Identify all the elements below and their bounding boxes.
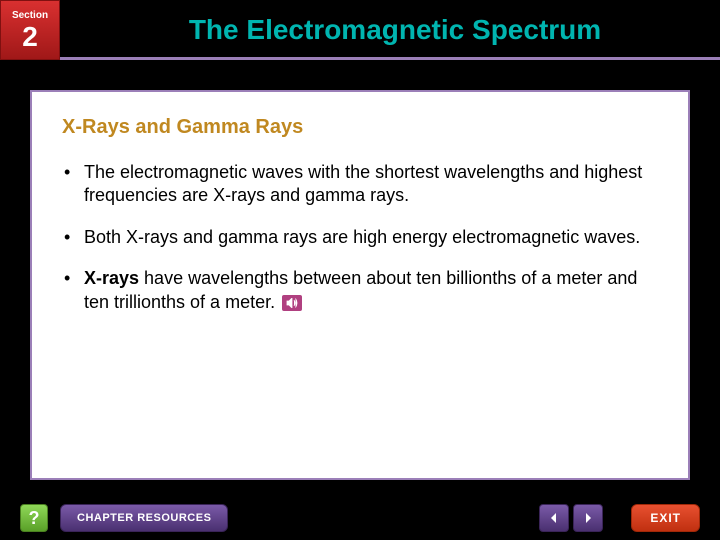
page-title: The Electromagnetic Spectrum <box>80 0 710 60</box>
audio-icon[interactable] <box>282 295 302 311</box>
help-button[interactable]: ? <box>20 504 48 532</box>
exit-button[interactable]: EXIT <box>631 504 700 532</box>
list-item: Both X-rays and gamma rays are high ener… <box>62 226 658 249</box>
nav-group <box>539 504 603 532</box>
bullet-text: have wavelengths between about ten billi… <box>84 268 637 311</box>
section-label: Section <box>1 10 59 21</box>
header-bar: Section 2 The Electromagnetic Spectrum <box>0 0 720 60</box>
footer-bar: ? CHAPTER RESOURCES EXIT <box>0 496 720 540</box>
content-subtitle: X-Rays and Gamma Rays <box>62 116 658 139</box>
chevron-right-icon <box>582 512 594 524</box>
list-item: X-rays have wavelengths between about te… <box>62 267 658 314</box>
bullet-text: Both X-rays and gamma rays are high ener… <box>84 227 640 247</box>
help-label: ? <box>29 508 40 529</box>
prev-button[interactable] <box>539 504 569 532</box>
bullet-bold: X-rays <box>84 268 139 288</box>
content-panel: X-Rays and Gamma Rays The electromagneti… <box>30 90 690 480</box>
chevron-left-icon <box>548 512 560 524</box>
list-item: The electromagnetic waves with the short… <box>62 161 658 208</box>
bullet-list: The electromagnetic waves with the short… <box>62 161 658 314</box>
exit-label: EXIT <box>650 511 681 525</box>
chapter-resources-button[interactable]: CHAPTER RESOURCES <box>60 504 228 532</box>
chapter-label: CHAPTER RESOURCES <box>77 512 211 524</box>
bullet-text: The electromagnetic waves with the short… <box>84 162 642 205</box>
section-number: 2 <box>1 23 59 51</box>
next-button[interactable] <box>573 504 603 532</box>
section-badge: Section 2 <box>0 0 60 60</box>
